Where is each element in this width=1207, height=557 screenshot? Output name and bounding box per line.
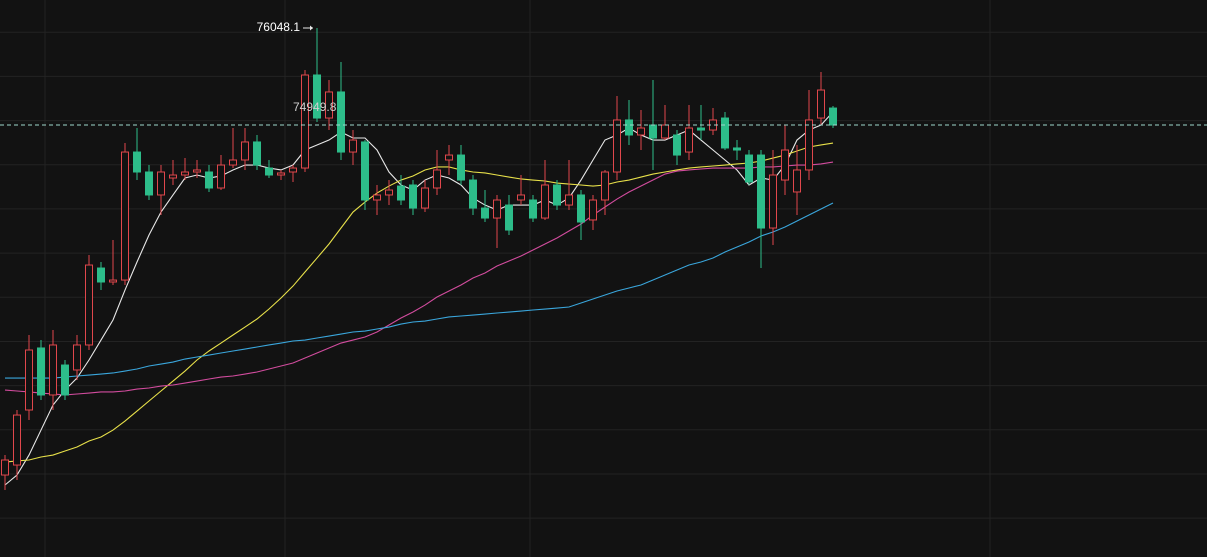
candle-body — [133, 151, 141, 173]
candle-body — [697, 127, 705, 131]
candle-body — [673, 134, 681, 156]
candle-body — [577, 194, 585, 223]
candle-body — [469, 179, 477, 209]
candle-body — [313, 74, 321, 119]
candle-body — [601, 171, 609, 201]
candle-body — [409, 184, 417, 209]
candle-body — [253, 141, 261, 166]
candle-body — [517, 194, 525, 201]
candle-body — [145, 171, 153, 196]
candle-body — [337, 91, 345, 153]
candle-body — [397, 185, 405, 201]
high-label: 76048.1 — [257, 20, 301, 34]
candle-body — [217, 164, 225, 189]
candle-body — [541, 184, 549, 219]
candle-body — [793, 169, 801, 193]
candle-body — [685, 127, 693, 153]
candle-body — [625, 119, 633, 136]
candle-body — [109, 279, 117, 283]
candle-body — [613, 119, 621, 173]
candle-body — [121, 151, 129, 281]
candle-body — [289, 167, 297, 173]
candle-body — [157, 171, 165, 196]
candle-body — [301, 74, 309, 169]
candle-body — [733, 147, 741, 151]
last-price-label: 74949.8 — [293, 100, 337, 114]
candle-body — [781, 149, 789, 181]
candle-body — [49, 344, 57, 396]
candle-body — [385, 189, 393, 196]
candle-body — [805, 119, 813, 171]
candle-body — [565, 194, 573, 206]
candle-body — [265, 167, 273, 176]
candle-body — [169, 174, 177, 179]
candle-body — [445, 154, 453, 161]
candle-body — [97, 267, 105, 283]
candle-body — [205, 171, 213, 189]
candle-body — [745, 154, 753, 183]
ma-line — [4, 111, 834, 486]
candle-body — [37, 347, 45, 396]
ma-line — [4, 142, 834, 463]
candle-body — [661, 124, 669, 139]
candle-body — [1, 459, 9, 476]
candle-body — [829, 107, 837, 126]
high-arrow-head — [310, 25, 313, 31]
candle-body — [13, 414, 21, 466]
candle-body — [817, 89, 825, 119]
candle-body — [769, 174, 777, 229]
candle-body — [493, 199, 501, 219]
candle-body — [181, 171, 189, 176]
candle-body — [649, 124, 657, 139]
candle-body — [433, 169, 441, 189]
candle-body — [421, 187, 429, 209]
candle-body — [85, 264, 93, 346]
candle-body — [457, 154, 465, 181]
candle-body — [349, 139, 357, 153]
ma-line — [4, 161, 834, 396]
candle-body — [361, 141, 369, 201]
candle-body — [505, 204, 513, 231]
candle-body — [229, 159, 237, 166]
candle-body — [61, 364, 69, 396]
candle-body — [241, 141, 249, 161]
ma-line — [5, 202, 834, 379]
candle-body — [529, 199, 537, 219]
candle-body — [73, 344, 81, 371]
candle-body — [721, 117, 729, 149]
candle-body — [757, 154, 765, 229]
candle-body — [373, 194, 381, 201]
candle-body — [481, 207, 489, 219]
candle-body — [193, 169, 201, 173]
candle-body — [25, 349, 33, 411]
candle-body — [277, 172, 285, 176]
candle-body — [637, 127, 645, 136]
candle-body — [325, 91, 333, 119]
candle-body — [589, 199, 597, 221]
candle-body — [553, 184, 561, 206]
